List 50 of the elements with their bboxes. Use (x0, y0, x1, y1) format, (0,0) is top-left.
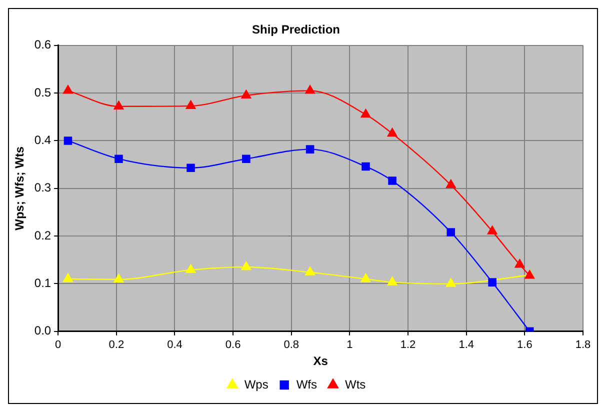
point (114, 100, 124, 110)
point (186, 164, 195, 172)
point (186, 100, 196, 110)
point (114, 274, 124, 283)
point (305, 266, 315, 276)
point (514, 259, 525, 268)
point (360, 108, 371, 118)
point (305, 85, 315, 94)
x-axis-title: Xs (313, 354, 328, 368)
point (387, 276, 398, 286)
point (114, 154, 123, 163)
y-tick-label: 0.5 (34, 85, 52, 100)
legend-label: Wps (244, 377, 268, 392)
x-tick-label: 0.8 (284, 339, 300, 352)
point (446, 228, 456, 236)
point (487, 226, 498, 234)
chart-title: Ship Prediction (252, 22, 340, 37)
point (306, 145, 314, 154)
x-tick-label: 1.6 (517, 339, 532, 352)
legend-label: Wts (345, 377, 366, 392)
point (242, 154, 250, 163)
point (362, 162, 370, 171)
y-tick-label: 0.3 (34, 180, 52, 195)
y-tick-label: 0.1 (34, 276, 52, 290)
point (360, 273, 371, 282)
x-tick-label: 0.2 (108, 339, 124, 352)
point (488, 278, 496, 286)
point (186, 264, 196, 274)
y-tick-label: 0.6 (34, 38, 52, 52)
point (63, 273, 73, 282)
x-tick-label: 1.8 (575, 339, 591, 352)
point (63, 85, 73, 94)
x-tick-label: 0.4 (167, 339, 182, 352)
y-tick-label: 0.0 (34, 324, 52, 338)
point (387, 128, 398, 137)
point (241, 90, 252, 99)
point (388, 176, 396, 185)
y-tick-label: 0.4 (34, 133, 52, 148)
point (241, 261, 252, 270)
y-tick-label: 0.2 (34, 228, 52, 242)
point (446, 278, 456, 287)
point (64, 136, 72, 145)
point (446, 179, 456, 188)
x-tick-label: 0.6 (225, 339, 241, 352)
x-tick-label: 1.2 (400, 339, 416, 352)
legend-label: Wfs (296, 377, 318, 392)
x-tick-label: 1 (346, 339, 353, 352)
x-tick-label: 0 (55, 339, 62, 352)
x-tick-label: 1.4 (458, 339, 474, 352)
y-axis-title: Wps; Wfs; Wts (12, 146, 27, 230)
